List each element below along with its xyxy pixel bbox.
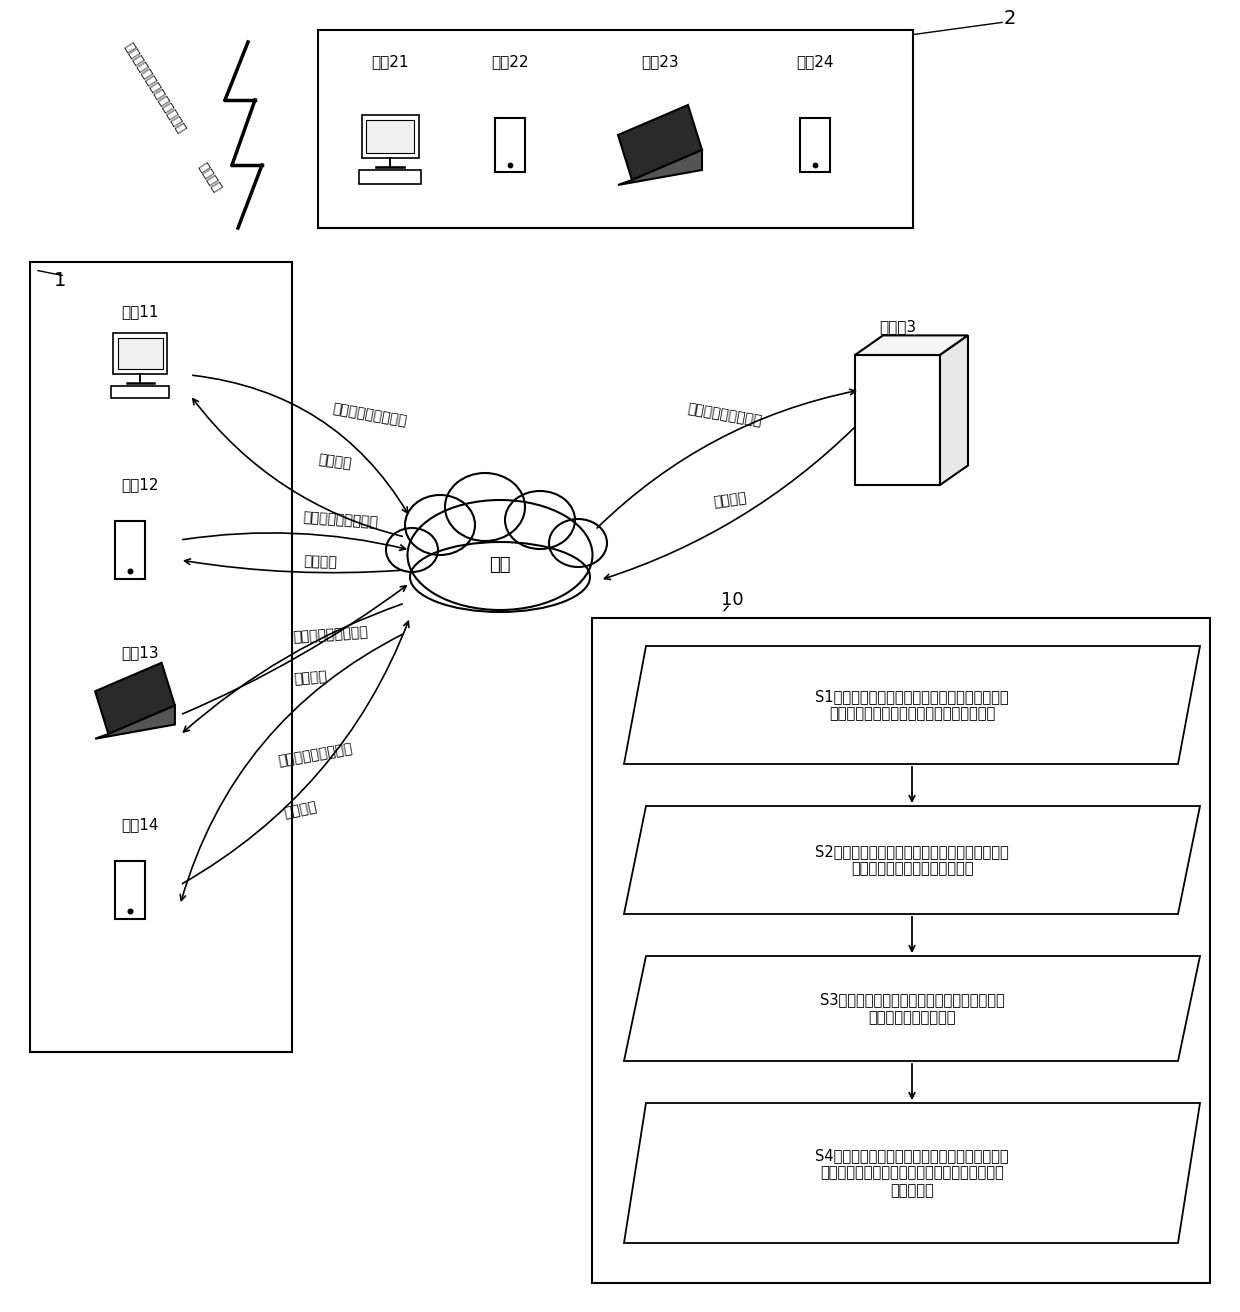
- Text: 联网成功: 联网成功: [283, 800, 317, 820]
- Bar: [362, 115, 419, 157]
- Text: 10: 10: [720, 590, 743, 609]
- Bar: [360, 171, 420, 184]
- Text: 验证通过: 验证通过: [713, 491, 748, 509]
- Bar: [591, 618, 1210, 1283]
- Text: 请求验证：联网信息: 请求验证：联网信息: [301, 510, 378, 530]
- Text: 终端12: 终端12: [122, 478, 159, 492]
- Ellipse shape: [386, 527, 438, 572]
- Bar: [366, 119, 414, 154]
- Ellipse shape: [405, 495, 475, 555]
- Text: 1: 1: [53, 270, 66, 290]
- Text: 联网成功: 联网成功: [317, 453, 352, 471]
- Text: 终端13: 终端13: [122, 646, 159, 660]
- Text: S2、在指定范围内接收第二终端触发网络分享模
式后以蓝牙传输方式广播的信息: S2、在指定范围内接收第二终端触发网络分享模 式后以蓝牙传输方式广播的信息: [815, 844, 1009, 876]
- Bar: [30, 262, 291, 1052]
- Polygon shape: [618, 105, 702, 180]
- Text: 终端14: 终端14: [122, 817, 159, 833]
- Text: 终端23: 终端23: [641, 55, 678, 70]
- Text: 请求验证：联网信息: 请求验证：联网信息: [687, 401, 764, 429]
- Bar: [114, 521, 145, 579]
- Text: 终端24: 终端24: [796, 55, 833, 70]
- Text: 网络: 网络: [490, 556, 511, 575]
- Text: 请求验证：联网信息: 请求验证：联网信息: [291, 626, 368, 644]
- Text: 2: 2: [1004, 8, 1017, 28]
- Text: 请求验证：联网信息: 请求验证：联网信息: [277, 741, 353, 769]
- Polygon shape: [940, 336, 968, 485]
- Text: 联网成功: 联网成功: [293, 669, 327, 686]
- Polygon shape: [618, 150, 702, 185]
- Bar: [495, 118, 525, 172]
- Text: S1、第一终端自身处于无网络状态，通过蓝牙传
输方式搜索距离第一终端指定范围内的网络: S1、第一终端自身处于无网络状态，通过蓝牙传 输方式搜索距离第一终端指定范围内的…: [815, 689, 1009, 722]
- Text: 联网成功: 联网成功: [303, 555, 337, 569]
- Ellipse shape: [408, 500, 593, 610]
- Ellipse shape: [445, 474, 525, 541]
- Text: 第一近场通讯方式：蓝牙广播: 第一近场通讯方式：蓝牙广播: [122, 41, 188, 135]
- Polygon shape: [624, 956, 1200, 1061]
- Bar: [856, 356, 940, 485]
- Bar: [114, 862, 145, 918]
- Bar: [113, 333, 167, 374]
- Ellipse shape: [505, 491, 575, 548]
- Text: S4、第一终端将联网信息发送到服务器验证通过
后，根据联网信息加入由第二终端分享的第二终
端归属网络: S4、第一终端将联网信息发送到服务器验证通过 后，根据联网信息加入由第二终端分享…: [815, 1148, 1009, 1198]
- Bar: [118, 337, 162, 369]
- Polygon shape: [95, 706, 175, 739]
- Text: 终端11: 终端11: [122, 304, 159, 320]
- Bar: [110, 386, 169, 398]
- Bar: [800, 118, 830, 172]
- Polygon shape: [624, 1103, 1200, 1242]
- Text: S3、第一终端根据广播的信息获取到与第二终
端联网相关的联网信息: S3、第一终端根据广播的信息获取到与第二终 端联网相关的联网信息: [820, 992, 1004, 1025]
- Text: 终端21: 终端21: [371, 55, 409, 70]
- Ellipse shape: [549, 520, 608, 567]
- Polygon shape: [624, 646, 1200, 764]
- Ellipse shape: [410, 542, 590, 611]
- Polygon shape: [95, 663, 175, 733]
- Polygon shape: [856, 336, 968, 356]
- Bar: [317, 30, 913, 228]
- Text: 终端22: 终端22: [491, 55, 528, 70]
- Polygon shape: [624, 806, 1200, 914]
- Text: 请求验证：联网信息: 请求验证：联网信息: [331, 401, 408, 429]
- Text: 联网信息: 联网信息: [196, 161, 224, 195]
- Text: 服务器3: 服务器3: [879, 320, 916, 335]
